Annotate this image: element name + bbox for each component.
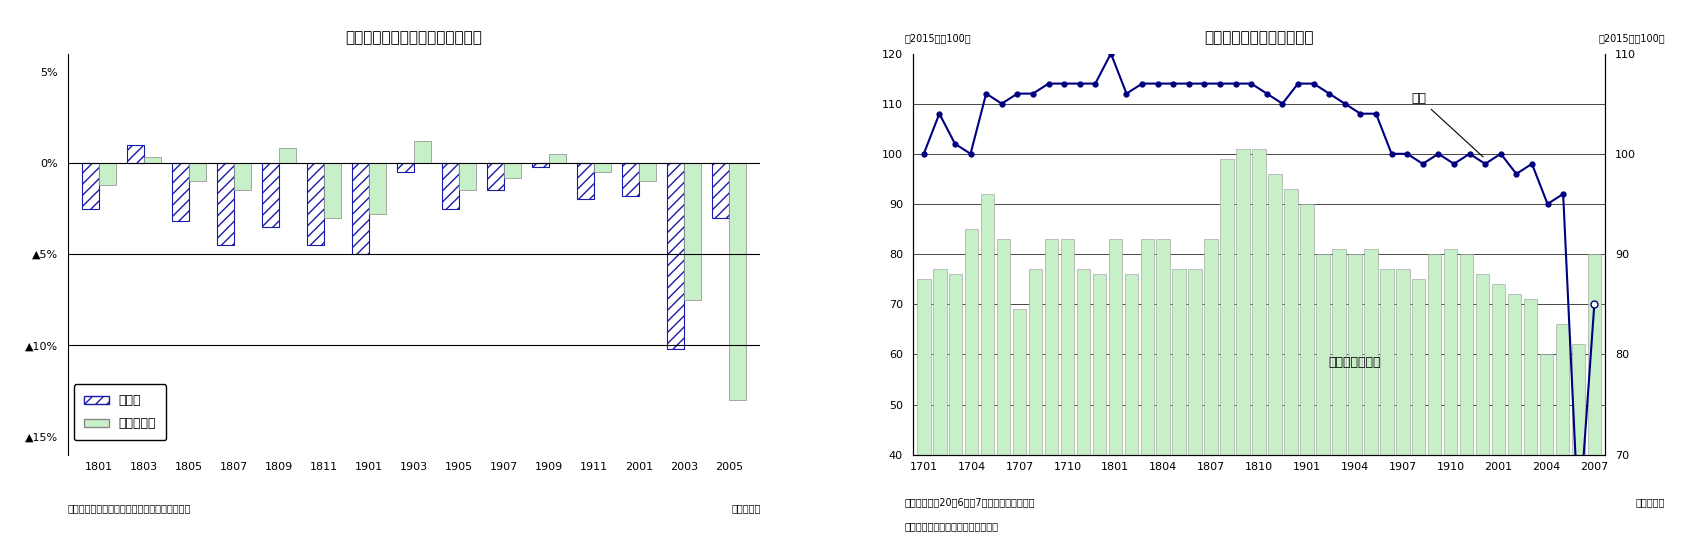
Bar [728,163,745,400]
Bar [1044,239,1057,535]
Bar [83,163,100,209]
Bar [1571,345,1584,535]
Bar [1586,254,1599,535]
Bar [684,163,701,300]
Text: （2015年＝100）: （2015年＝100） [1598,33,1664,43]
Bar [1204,239,1218,535]
Bar [549,154,566,163]
Title: 輸送機械の生産、在庫動向: 輸送機械の生産、在庫動向 [1204,30,1312,45]
Bar [1076,269,1089,535]
Bar [1155,239,1169,535]
Bar [1299,204,1312,535]
Bar [1140,239,1154,535]
Bar [368,163,385,214]
Bar [307,163,324,245]
Bar [144,157,160,163]
Bar [1123,274,1137,535]
Text: （資料）経済産業省「製造工業生産予測指数」: （資料）経済産業省「製造工業生産予測指数」 [68,503,191,513]
Bar [351,163,368,254]
Bar [667,163,684,349]
Bar [324,163,341,218]
Bar [1284,189,1297,535]
Bar [1331,249,1344,535]
Bar [1236,149,1250,535]
Bar [997,239,1010,535]
Bar [414,141,431,163]
Bar [1523,299,1537,535]
Bar [1093,274,1106,535]
Bar [1267,174,1280,535]
Bar [1172,269,1186,535]
Bar [503,163,520,178]
Bar [216,163,235,245]
Bar [638,163,655,181]
Text: （年・月）: （年・月） [1635,498,1664,508]
Bar [1012,309,1025,535]
Bar [279,148,296,163]
Bar [189,163,206,181]
Bar [576,163,593,200]
Bar [1507,294,1520,535]
Bar [1410,279,1424,535]
Bar [1539,354,1552,535]
Bar [1061,239,1074,535]
Bar [1108,239,1121,535]
Bar [532,163,549,166]
Bar [711,163,728,218]
Bar [1348,254,1361,535]
Text: （2015年＝100）: （2015年＝100） [904,33,969,43]
Bar [1187,269,1201,535]
Bar [1363,249,1377,535]
Text: 在庫（右目盛）: 在庫（右目盛） [1328,356,1380,370]
Bar [1395,269,1409,535]
Title: 最近の実現率、予測修正率の推移: 最近の実現率、予測修正率の推移 [346,30,481,45]
Bar [127,144,144,163]
Bar [948,274,963,535]
Bar [486,163,503,190]
Bar [1252,149,1265,535]
Bar [917,279,931,535]
Text: 生産: 生産 [1410,91,1483,157]
Bar [593,163,611,172]
Bar [980,194,993,535]
Text: （注）生産の20年6月、7月は予測指数で延長: （注）生産の20年6月、7月は予測指数で延長 [904,498,1034,508]
Bar [1459,254,1473,535]
Bar [397,163,414,172]
Bar [235,163,252,190]
Bar [1442,249,1456,535]
Bar [459,163,476,190]
Bar [1316,254,1329,535]
Bar [443,163,459,209]
Text: （資料）経済産業省「鉱工業指数」: （資料）経済産業省「鉱工業指数」 [904,522,998,532]
Bar [172,163,189,221]
Bar [1491,284,1505,535]
Bar [1554,324,1569,535]
Text: （年・月）: （年・月） [731,503,760,513]
Bar [964,229,978,535]
Bar [262,163,279,227]
Bar [622,163,638,196]
Bar [1029,269,1042,535]
Bar [1427,254,1441,535]
Bar [100,163,117,185]
Legend: 実現率, 予測修正率: 実現率, 予測修正率 [74,385,166,440]
Bar [932,269,946,535]
Bar [1219,159,1233,535]
Bar [1380,269,1393,535]
Bar [1474,274,1488,535]
